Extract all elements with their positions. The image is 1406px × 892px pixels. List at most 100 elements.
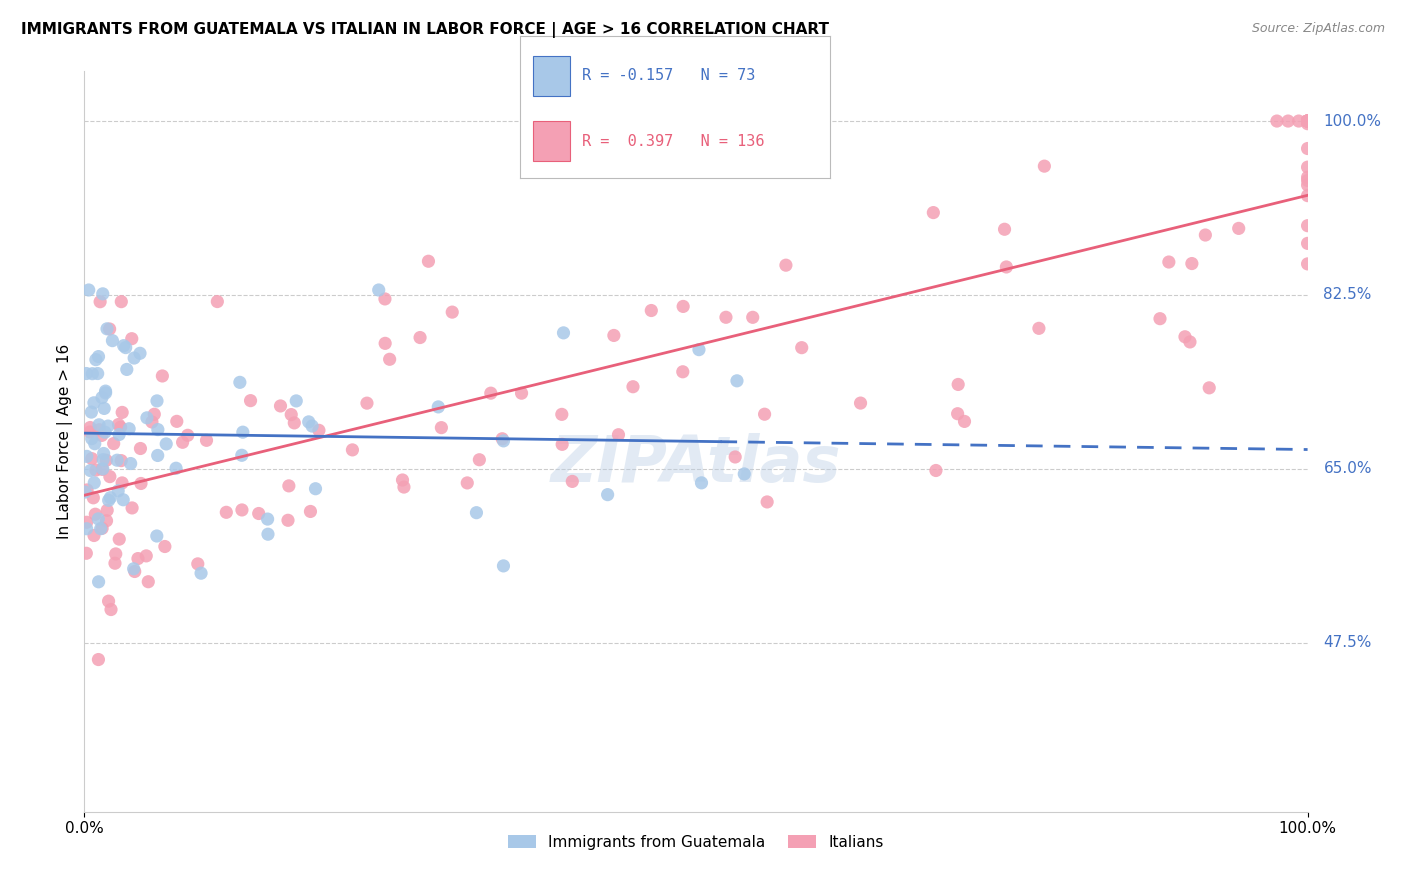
Point	[790, 341, 813, 355]
Point	[725, 374, 748, 388]
Point	[84, 352, 107, 367]
Point	[1198, 381, 1220, 395]
Point	[1296, 114, 1319, 128]
Point	[89, 294, 111, 309]
Point	[925, 463, 948, 477]
Point	[79, 420, 101, 434]
Point	[714, 310, 737, 325]
Point	[118, 422, 141, 436]
Point	[308, 423, 330, 437]
Point	[1296, 257, 1319, 271]
Point	[775, 258, 797, 272]
Point	[603, 328, 626, 343]
Point	[1178, 334, 1201, 349]
Point	[76, 516, 98, 530]
Point	[1296, 114, 1319, 128]
Point	[120, 457, 142, 471]
Point	[1181, 256, 1204, 270]
Point	[94, 385, 117, 400]
Point	[391, 473, 413, 487]
Point	[79, 464, 101, 478]
Point	[231, 448, 253, 462]
Point	[107, 417, 129, 432]
Point	[1296, 236, 1319, 251]
Point	[150, 368, 173, 383]
Point	[83, 475, 105, 490]
Point	[277, 513, 299, 527]
Point	[100, 602, 122, 616]
Point	[146, 529, 169, 543]
Point	[1277, 114, 1299, 128]
Point	[75, 546, 97, 560]
Point	[239, 393, 262, 408]
Point	[96, 322, 118, 336]
Point	[492, 434, 515, 448]
Point	[83, 436, 105, 450]
Point	[91, 462, 114, 476]
Text: 65.0%: 65.0%	[1323, 461, 1372, 476]
Point	[87, 350, 110, 364]
Point	[1296, 170, 1319, 185]
Point	[946, 377, 969, 392]
Point	[1296, 114, 1319, 128]
Point	[195, 434, 218, 448]
Legend: Immigrants from Guatemala, Italians: Immigrants from Guatemala, Italians	[502, 829, 890, 856]
Point	[367, 283, 389, 297]
Point	[115, 362, 138, 376]
Point	[112, 492, 135, 507]
Point	[1288, 114, 1310, 128]
Point	[1296, 114, 1319, 128]
Point	[87, 512, 110, 526]
Point	[129, 346, 152, 360]
Text: IMMIGRANTS FROM GUATEMALA VS ITALIAN IN LABOR FORCE | AGE > 16 CORRELATION CHART: IMMIGRANTS FROM GUATEMALA VS ITALIAN IN …	[21, 22, 830, 38]
Point	[141, 415, 163, 429]
Point	[82, 367, 104, 381]
Point	[121, 500, 143, 515]
Point	[190, 566, 212, 581]
Point	[441, 305, 464, 319]
Point	[114, 341, 136, 355]
Point	[84, 463, 107, 477]
Point	[104, 556, 127, 570]
Point	[946, 407, 969, 421]
Point	[468, 452, 491, 467]
Point	[146, 449, 169, 463]
Point	[1296, 173, 1319, 187]
Point	[110, 453, 132, 467]
Point	[82, 491, 104, 505]
Point	[510, 386, 533, 401]
Point	[741, 310, 763, 325]
Point	[93, 446, 115, 460]
Point	[79, 425, 101, 439]
Point	[283, 416, 305, 430]
Point	[1296, 188, 1319, 202]
Point	[672, 300, 695, 314]
Point	[231, 503, 253, 517]
Point	[953, 414, 976, 428]
Point	[1296, 114, 1319, 128]
Point	[427, 400, 450, 414]
Point	[561, 475, 583, 489]
Point	[80, 432, 103, 446]
Y-axis label: In Labor Force | Age > 16: In Labor Force | Age > 16	[58, 344, 73, 539]
Point	[733, 467, 755, 481]
Point	[135, 549, 157, 563]
Point	[995, 260, 1018, 274]
Point	[104, 547, 127, 561]
Point	[124, 565, 146, 579]
Point	[87, 417, 110, 432]
Point	[89, 423, 111, 437]
Text: 100.0%: 100.0%	[1323, 113, 1382, 128]
Point	[122, 562, 145, 576]
Point	[1194, 227, 1216, 242]
Point	[1028, 321, 1050, 335]
Text: ZIPAtlas: ZIPAtlas	[551, 433, 841, 495]
Point	[257, 527, 280, 541]
Point	[1296, 114, 1319, 128]
Point	[91, 452, 114, 467]
Point	[105, 453, 128, 467]
Point	[75, 367, 97, 381]
Point	[993, 222, 1015, 236]
Point	[187, 557, 209, 571]
Point	[166, 414, 188, 428]
